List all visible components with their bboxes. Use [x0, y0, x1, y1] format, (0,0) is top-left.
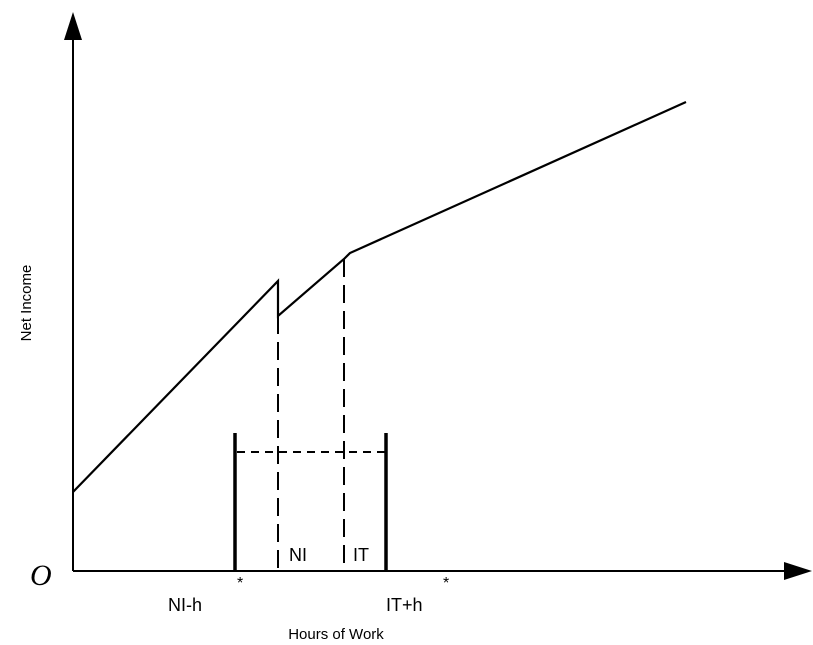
origin-label: O	[30, 559, 52, 592]
ni-minus-h-star: *	[237, 575, 243, 592]
it-label: IT	[353, 545, 369, 565]
y-axis-label: Net Income	[18, 265, 35, 342]
it-plus-h-star: *	[443, 575, 449, 592]
y-axis-arrowhead	[64, 12, 82, 40]
ni-minus-h-label: NI-h	[168, 595, 202, 615]
x-axis-arrowhead	[784, 562, 812, 580]
x-axis-label: Hours of Work	[288, 626, 384, 643]
ni-label: NI	[289, 545, 307, 565]
it-plus-h-label: IT+h	[386, 595, 423, 615]
net-income-curve	[72, 100, 687, 493]
